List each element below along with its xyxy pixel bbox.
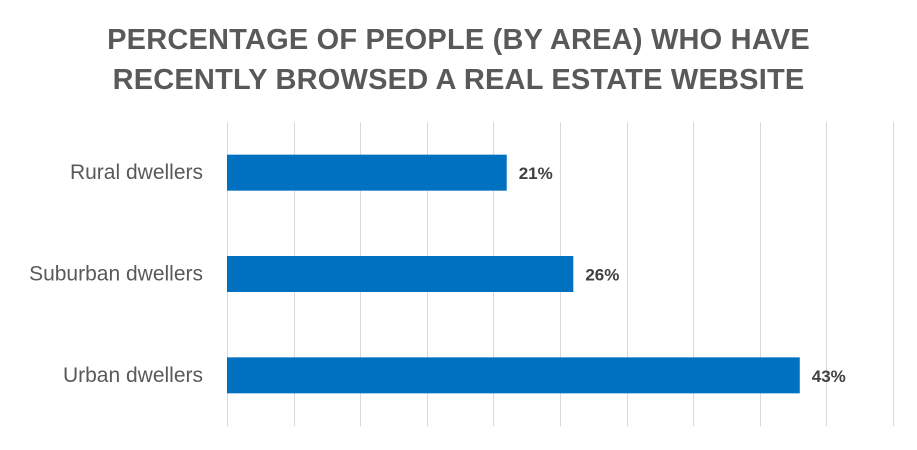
bar-1 <box>227 256 574 292</box>
category-label-0: Rural dwellers <box>70 161 203 184</box>
bar-2 <box>227 357 800 394</box>
bars <box>227 154 800 394</box>
category-label-2: Urban dwellers <box>63 364 203 387</box>
data-label-2: 43% <box>812 367 846 386</box>
data-label-1: 26% <box>585 266 619 285</box>
category-label-1: Suburban dwellers <box>29 263 203 286</box>
chart-title-line-1: PERCENTAGE OF PEOPLE (BY AREA) WHO HAVE <box>107 24 810 56</box>
bar-0 <box>227 154 507 191</box>
labels: Rural dwellers 21% Suburban dwellers 26% Urb… <box>29 161 846 387</box>
chart-title: PERCENTAGE OF PEOPLE (BY AREA) WHO HAVE … <box>0 20 917 100</box>
data-label-0: 21% <box>519 164 553 183</box>
chart-title-line-2: RECENTLY BROWSED A REAL ESTATE WEBSITE <box>112 64 805 96</box>
